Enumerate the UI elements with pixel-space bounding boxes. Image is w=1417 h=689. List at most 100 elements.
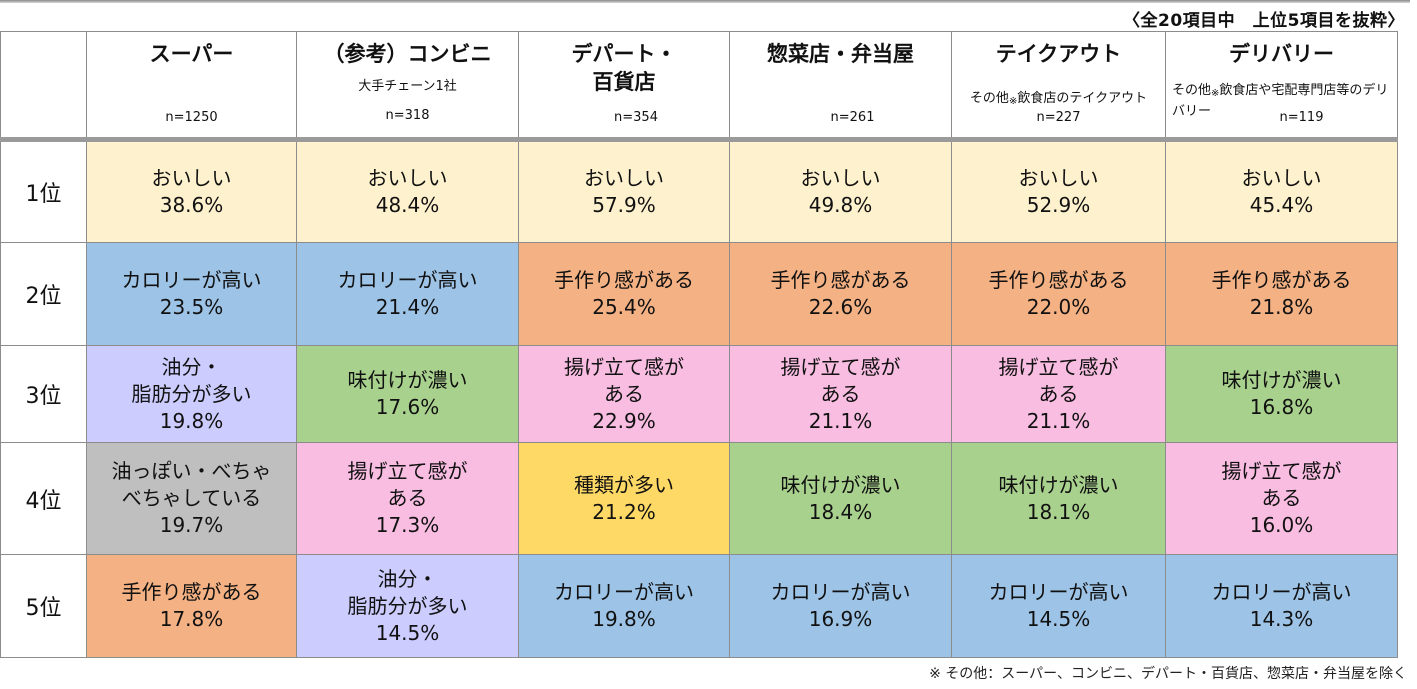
- cell-label: カロリーが高い: [337, 268, 478, 292]
- cell-value: 14.3%: [1249, 607, 1314, 631]
- cell-label: 味付けが濃い: [1221, 368, 1342, 392]
- rank-label: 1位: [0, 139, 87, 243]
- cell-value: 17.3%: [375, 513, 440, 537]
- col-name: デリバリー: [1229, 42, 1334, 66]
- cell-value: 16.8%: [1249, 395, 1314, 419]
- cell-value: 52.9%: [1026, 193, 1091, 217]
- ranking-table: スーパー n=1250 （参考）コンビニ 大手チェーン1社 n=318 デパート…: [0, 31, 1398, 658]
- cell-value: 21.1%: [808, 408, 873, 433]
- cell-value: 17.6%: [375, 395, 440, 419]
- rank-label: 3位: [0, 345, 87, 443]
- rank-row: 5位 手作り感がある 17.8% 油分・ 脂肪分が多い 14.5% カロリーが高い 19.8…: [0, 554, 1398, 658]
- cell-value: 38.6%: [159, 193, 224, 217]
- rank-cell: 揚げ立て感が ある 17.3%: [296, 442, 519, 555]
- rank-cell: おいしい 48.4%: [296, 139, 519, 243]
- cell-value: 49.8%: [808, 193, 873, 217]
- rank-row: 4位 油っぽい・べちゃ べちゃしている 19.7% 揚げ立て感が ある 17.3% 種類が…: [0, 442, 1398, 555]
- cell-label: 油っぽい・べちゃ べちゃしている: [111, 459, 272, 510]
- cell-value: 21.1%: [1026, 408, 1091, 433]
- cell-value: 22.9%: [592, 408, 656, 433]
- cell-value: 19.8%: [592, 607, 656, 631]
- rank-cell: 種類が多い 21.2%: [518, 442, 730, 555]
- col-header-delivery: デリバリー その他※飲食店や宅配専門店等のデリバリー n=119: [1165, 31, 1398, 142]
- header-corner: [0, 31, 87, 142]
- cell-value: 21.2%: [592, 499, 656, 524]
- rank-cell: 揚げ立て感が ある 21.1%: [951, 345, 1166, 443]
- col-n: n=119: [1279, 110, 1324, 125]
- rank-cell: おいしい 57.9%: [518, 139, 730, 243]
- rank-cell: 手作り感がある 17.8%: [86, 554, 297, 658]
- cell-label: おいしい: [800, 166, 881, 190]
- col-sub: その他※飲食店のテイクアウト: [969, 91, 1148, 107]
- cell-label: 味付けが濃い: [780, 472, 901, 497]
- cell-label: 手作り感がある: [121, 580, 262, 604]
- cell-label: 味付けが濃い: [998, 472, 1119, 497]
- cell-label: カロリーが高い: [988, 580, 1129, 604]
- rank-row: 3位 油分・ 脂肪分が多い 19.8% 味付けが濃い 17.6% 揚げ立て感が ある 22.…: [0, 345, 1398, 443]
- cell-label: 味付けが濃い: [347, 368, 468, 392]
- cell-label: 油分・ 脂肪分が多い: [347, 566, 468, 618]
- rank-cell: 味付けが濃い 17.6%: [296, 345, 519, 443]
- rank-cell: 手作り感がある 22.6%: [729, 242, 952, 346]
- col-header-convenience: （参考）コンビニ 大手チェーン1社 n=318: [296, 31, 519, 142]
- cell-label: 手作り感がある: [770, 268, 911, 292]
- cell-label: 揚げ立て感が ある: [998, 354, 1119, 406]
- cell-value: 14.5%: [375, 620, 440, 645]
- rank-label: 4位: [0, 442, 87, 555]
- cell-value: 16.9%: [808, 607, 873, 631]
- cell-label: おいしい: [1018, 166, 1099, 190]
- col-name: （参考）コンビニ: [323, 42, 492, 66]
- cell-value: 17.8%: [159, 607, 224, 631]
- cell-label: おいしい: [1241, 166, 1322, 190]
- cell-label: 揚げ立て感が ある: [1221, 459, 1342, 510]
- col-header-takeout: テイクアウト その他※飲食店のテイクアウト n=227: [951, 31, 1166, 142]
- rank-cell: カロリーが高い 23.5%: [86, 242, 297, 346]
- col-sub: その他※飲食店や宅配専門店等のデリバリー: [1172, 83, 1389, 119]
- cell-label: 揚げ立て感が ある: [780, 354, 901, 406]
- col-header-deli: 惣菜店・弁当屋 n=261: [729, 31, 952, 142]
- top-rule: [0, 0, 1410, 3]
- cell-value: 23.5%: [159, 295, 224, 319]
- cell-value: 25.4%: [592, 295, 656, 319]
- rank-cell: おいしい 49.8%: [729, 139, 952, 243]
- col-name: 惣菜店・弁当屋: [767, 42, 914, 66]
- cell-label: カロリーが高い: [554, 580, 694, 604]
- col-n: n=261: [830, 110, 875, 125]
- cell-value: 21.8%: [1249, 295, 1314, 319]
- rank-cell: おいしい 38.6%: [86, 139, 297, 243]
- cell-label: おいしい: [584, 166, 664, 190]
- cell-label: 手作り感がある: [554, 268, 694, 292]
- rank-cell: おいしい 52.9%: [951, 139, 1166, 243]
- rank-cell: カロリーが高い 21.4%: [296, 242, 519, 346]
- rank-cell: 手作り感がある 21.8%: [1165, 242, 1398, 346]
- rank-cell: 油分・ 脂肪分が多い 14.5%: [296, 554, 519, 658]
- rank-cell: カロリーが高い 19.8%: [518, 554, 730, 658]
- rank-cell: 揚げ立て感が ある 22.9%: [518, 345, 730, 443]
- col-n: n=227: [1036, 110, 1081, 125]
- rank-cell: おいしい 45.4%: [1165, 139, 1398, 243]
- cell-label: おいしい: [151, 166, 232, 190]
- rank-body: 1位 おいしい 38.6% おいしい 48.4% おいしい 57.9% おいしい 49.8% おい…: [0, 139, 1398, 658]
- cell-label: おいしい: [367, 166, 448, 190]
- cell-label: 手作り感がある: [1211, 268, 1352, 292]
- cell-value: 45.4%: [1249, 193, 1314, 217]
- col-n: n=1250: [165, 110, 218, 125]
- rank-cell: 油っぽい・べちゃ べちゃしている 19.7%: [86, 442, 297, 555]
- cell-value: 48.4%: [375, 193, 440, 217]
- cell-label: 種類が多い: [574, 472, 674, 497]
- rank-label: 2位: [0, 242, 87, 346]
- rank-cell: 油分・ 脂肪分が多い 19.8%: [86, 345, 297, 443]
- cell-value: 14.5%: [1026, 607, 1091, 631]
- rank-cell: 手作り感がある 22.0%: [951, 242, 1166, 346]
- rank-cell: 手作り感がある 25.4%: [518, 242, 730, 346]
- rank-cell: 味付けが濃い 16.8%: [1165, 345, 1398, 443]
- rank-cell: カロリーが高い 16.9%: [729, 554, 952, 658]
- rank-cell: カロリーが高い 14.5%: [951, 554, 1166, 658]
- rank-row: 1位 おいしい 38.6% おいしい 48.4% おいしい 57.9% おいしい 49.8% おい…: [0, 139, 1398, 243]
- cell-label: カロリーが高い: [121, 268, 262, 292]
- col-header-super: スーパー n=1250: [86, 31, 297, 142]
- cell-value: 18.4%: [808, 499, 873, 524]
- cell-label: カロリーが高い: [1211, 580, 1352, 604]
- cell-value: 21.4%: [375, 295, 440, 319]
- rank-row: 2位 カロリーが高い 23.5% カロリーが高い 21.4% 手作り感がある 25.4% 手作…: [0, 242, 1398, 346]
